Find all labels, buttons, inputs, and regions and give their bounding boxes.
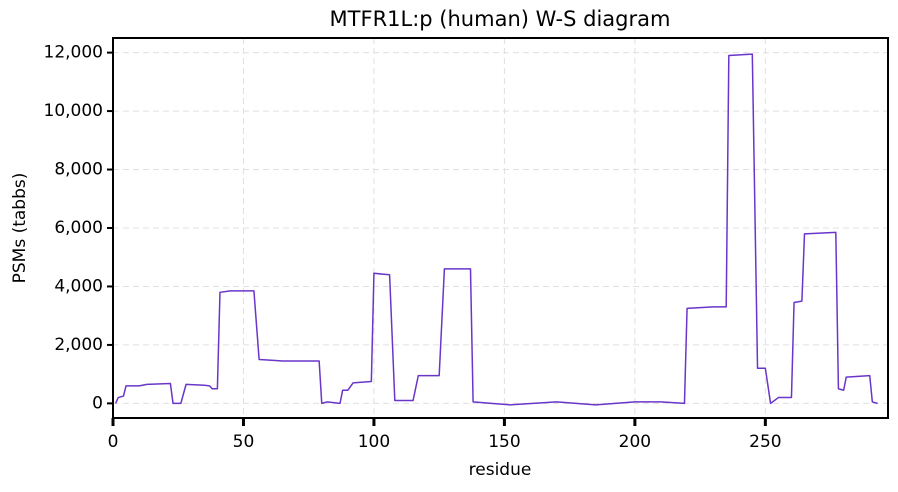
- chart-title: MTFR1L:p (human) W-S diagram: [330, 7, 671, 31]
- y-tick-label: 12,000: [44, 43, 103, 63]
- plot-frame: [112, 37, 889, 419]
- y-tick-label: 4,000: [54, 276, 103, 296]
- y-tick-label: 8,000: [54, 160, 103, 180]
- y-tick-label: 10,000: [44, 101, 103, 121]
- y-tick-label: 6,000: [54, 218, 103, 238]
- x-tick-label: 100: [358, 432, 390, 452]
- x-tick-label: 150: [488, 432, 520, 452]
- y-tick-label: 0: [92, 393, 103, 413]
- x-tick-label: 250: [749, 432, 781, 452]
- data-line: [114, 53, 878, 406]
- y-tick-label: 2,000: [54, 335, 103, 355]
- y-axis-label: PSMs (tabbs): [10, 173, 30, 284]
- x-tick-label: 50: [233, 432, 255, 452]
- x-tick-label: 200: [619, 432, 651, 452]
- x-axis-label: residue: [469, 460, 532, 480]
- x-tick-label: 0: [108, 432, 119, 452]
